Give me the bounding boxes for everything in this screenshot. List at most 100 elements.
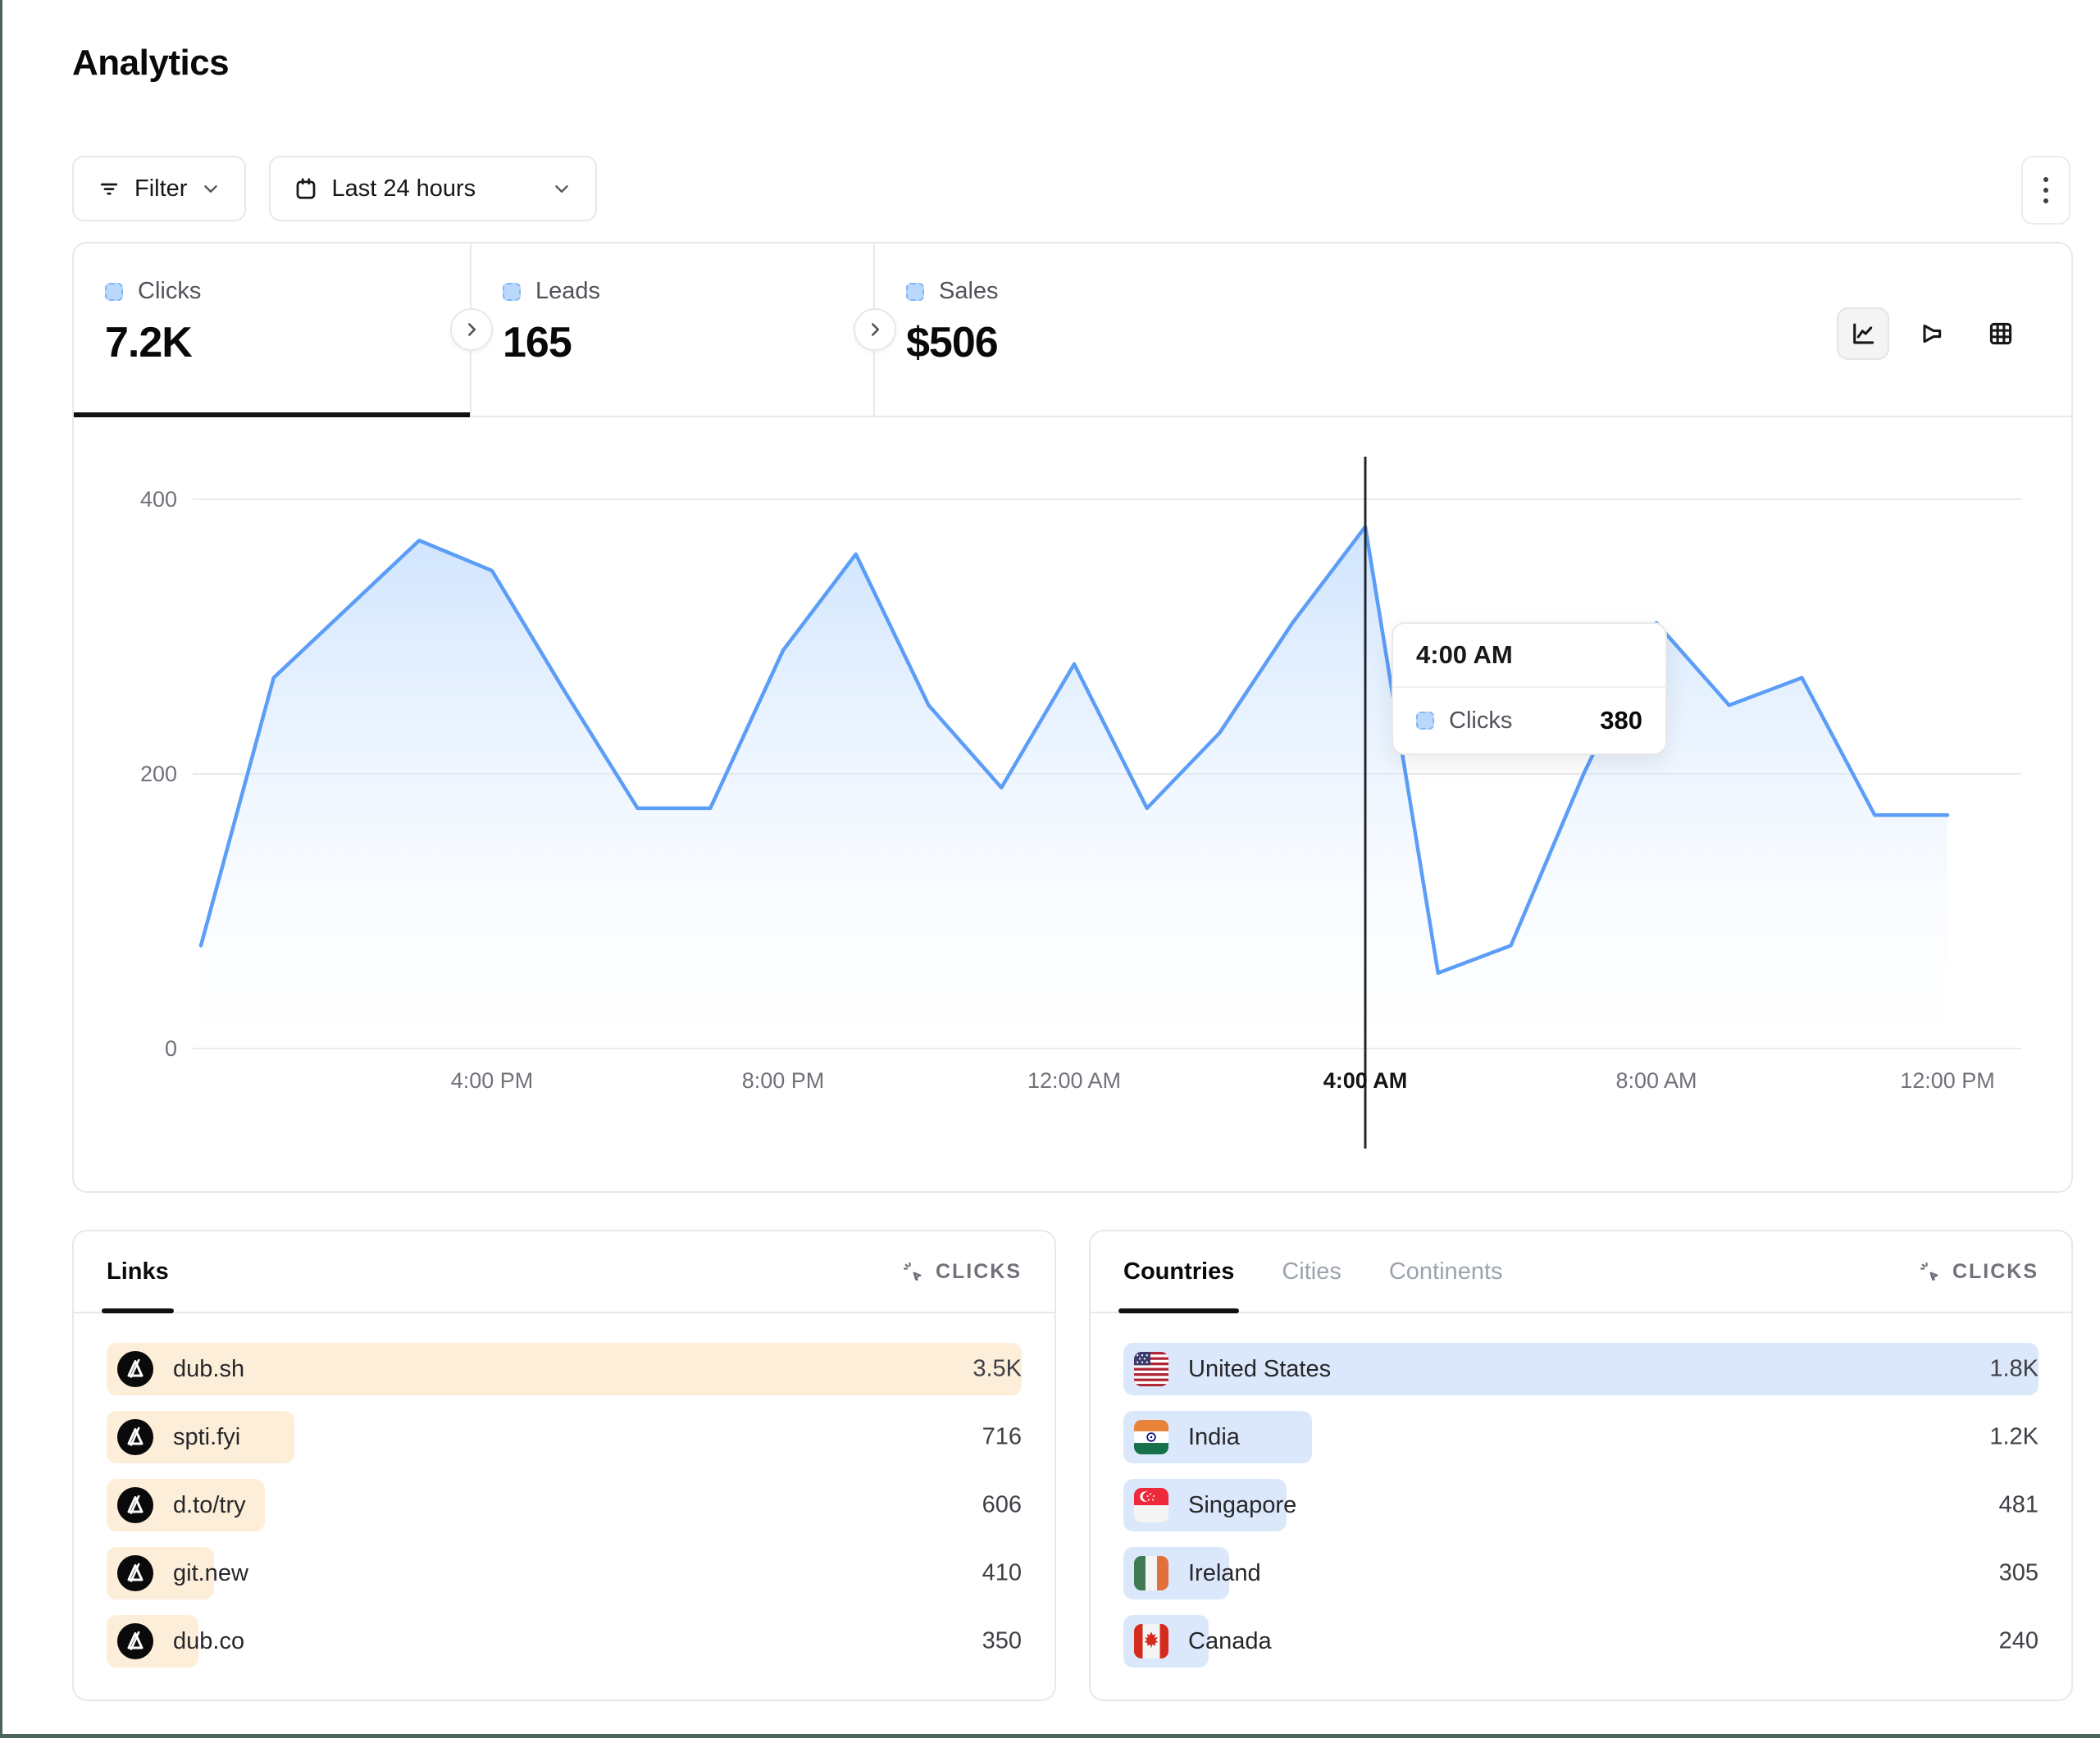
country-row[interactable]: Singapore 481 bbox=[1123, 1479, 2039, 1531]
toolbar: Filter Last 24 hours bbox=[72, 156, 2070, 225]
sales-legend-swatch bbox=[906, 282, 924, 301]
countries-metric-selector[interactable]: CLICKS bbox=[1918, 1260, 2039, 1284]
country-row[interactable]: India 1.2K bbox=[1123, 1411, 2039, 1463]
table-grid-icon bbox=[1986, 319, 2016, 348]
row-bar bbox=[1123, 1343, 2039, 1395]
clicks-area-fill bbox=[201, 526, 1947, 1049]
link-row[interactable]: spti.fyi 716 bbox=[107, 1411, 1022, 1463]
dub-logo-icon bbox=[117, 1623, 153, 1659]
page-title: Analytics bbox=[72, 43, 230, 83]
metric-label: CLICKS bbox=[935, 1259, 1022, 1283]
x-axis-label: 8:00 AM bbox=[1615, 1068, 1697, 1093]
row-label: Singapore bbox=[1188, 1491, 1297, 1518]
stat-label: Sales bbox=[939, 278, 999, 304]
next-stat-button[interactable] bbox=[450, 308, 493, 351]
links-list: dub.sh 3.5K spti.fyi 716 d.to/try 606 git.new 4… bbox=[74, 1313, 1055, 1667]
line-chart-view-button[interactable] bbox=[1837, 307, 1889, 360]
filter-icon bbox=[97, 176, 121, 201]
row-value: 481 bbox=[1998, 1491, 2039, 1518]
leads-legend-swatch bbox=[503, 282, 521, 301]
link-row[interactable]: dub.co 350 bbox=[107, 1615, 1022, 1667]
analytics-card: Clicks 7.2K Leads 165 Sales $506 bbox=[72, 242, 2073, 1193]
x-axis-label: 4:00 PM bbox=[451, 1068, 534, 1093]
row-label: d.to/try bbox=[173, 1491, 246, 1518]
row-bar bbox=[107, 1343, 1022, 1395]
row-value: 1.8K bbox=[1989, 1355, 2039, 1382]
dub-logo-icon bbox=[117, 1487, 153, 1523]
country-row[interactable]: United States 1.8K bbox=[1123, 1343, 2039, 1395]
tooltip-time: 4:00 AM bbox=[1393, 624, 1665, 688]
stat-value: 7.2K bbox=[105, 319, 193, 366]
ca-flag-icon bbox=[1134, 1624, 1168, 1658]
country-row[interactable]: Canada 240 bbox=[1123, 1615, 2039, 1667]
row-label: India bbox=[1188, 1423, 1240, 1450]
tab-clicks[interactable]: Clicks 7.2K bbox=[74, 243, 471, 417]
y-axis-label: 0 bbox=[165, 1036, 177, 1061]
row-value: 1.2K bbox=[1989, 1423, 2039, 1450]
dub-logo-icon bbox=[117, 1487, 153, 1523]
row-label: dub.co bbox=[173, 1627, 245, 1654]
clicks-area-chart[interactable]: 0 200 400 4:00 PM 8:00 PM 12:00 AM 4:00 AM 8:00… bbox=[74, 417, 2071, 1191]
row-label: Ireland bbox=[1188, 1559, 1261, 1586]
links-metric-selector[interactable]: CLICKS bbox=[901, 1260, 1022, 1284]
y-axis-label: 200 bbox=[140, 762, 177, 786]
table-view-button[interactable] bbox=[1975, 307, 2027, 360]
tooltip-series-label: Clicks bbox=[1449, 707, 1513, 734]
row-value: 240 bbox=[1998, 1627, 2039, 1654]
x-axis-label: 12:00 AM bbox=[1027, 1068, 1121, 1093]
tab-links[interactable]: Links bbox=[102, 1231, 174, 1313]
in-flag-icon bbox=[1134, 1420, 1168, 1454]
links-panel: Links CLICKS dub.sh 3.5K spti.fyi 716 d.to/t… bbox=[72, 1230, 1056, 1701]
row-value: 716 bbox=[982, 1423, 1022, 1450]
filter-button[interactable]: Filter bbox=[72, 156, 247, 221]
cursor-click-icon bbox=[1918, 1260, 1941, 1283]
next-stat-button[interactable] bbox=[854, 308, 896, 351]
ie-flag-icon bbox=[1134, 1556, 1168, 1590]
row-label: Canada bbox=[1188, 1627, 1272, 1654]
chart-view-switcher bbox=[1837, 307, 2027, 360]
us-flag-icon bbox=[1134, 1352, 1168, 1386]
sg-flag-icon bbox=[1134, 1488, 1168, 1522]
line-chart-icon bbox=[1848, 319, 1878, 348]
metric-label: CLICKS bbox=[1952, 1259, 2039, 1283]
x-axis-label: 12:00 PM bbox=[1900, 1068, 1995, 1093]
stat-value: $506 bbox=[906, 319, 999, 366]
dub-logo-icon bbox=[117, 1419, 153, 1455]
stat-label: Leads bbox=[535, 278, 601, 304]
link-row[interactable]: dub.sh 3.5K bbox=[107, 1343, 1022, 1395]
link-row[interactable]: d.to/try 606 bbox=[107, 1479, 1022, 1531]
stats-tabs: Clicks 7.2K Leads 165 Sales $506 bbox=[74, 243, 2071, 417]
dub-logo-icon bbox=[117, 1351, 153, 1387]
date-range-label: Last 24 hours bbox=[331, 175, 476, 202]
stat-label: Clicks bbox=[138, 278, 202, 304]
x-axis-label: 4:00 AM bbox=[1323, 1068, 1408, 1093]
funnel-icon bbox=[1917, 319, 1947, 348]
row-label: dub.sh bbox=[173, 1355, 245, 1382]
tab-continents[interactable]: Continents bbox=[1388, 1258, 1503, 1285]
tab-leads[interactable]: Leads 165 bbox=[471, 243, 875, 416]
dub-logo-icon bbox=[117, 1555, 153, 1591]
tooltip-value: 380 bbox=[1600, 706, 1642, 735]
chevron-down-icon bbox=[200, 178, 221, 199]
links-panel-header: Links CLICKS bbox=[74, 1231, 1055, 1313]
link-row[interactable]: git.new 410 bbox=[107, 1547, 1022, 1599]
row-value: 3.5K bbox=[973, 1355, 1022, 1382]
funnel-view-button[interactable] bbox=[1906, 307, 1958, 360]
countries-panel-header: Countries Cities Continents CLICKS bbox=[1091, 1231, 2071, 1313]
more-options-button[interactable] bbox=[2021, 156, 2070, 225]
x-axis-label: 8:00 PM bbox=[742, 1068, 825, 1093]
tab-sales[interactable]: Sales $506 bbox=[875, 243, 2071, 416]
tab-cities[interactable]: Cities bbox=[1282, 1258, 1342, 1285]
row-label: git.new bbox=[173, 1559, 248, 1586]
chart-region: 0 200 400 4:00 PM 8:00 PM 12:00 AM 4:00 AM 8:00… bbox=[74, 417, 2071, 1191]
date-range-button[interactable]: Last 24 hours bbox=[269, 156, 598, 221]
cursor-click-icon bbox=[901, 1260, 924, 1283]
clicks-legend-swatch bbox=[1416, 712, 1434, 730]
tab-countries[interactable]: Countries bbox=[1118, 1231, 1240, 1313]
countries-panel: Countries Cities Continents CLICKS Unite… bbox=[1089, 1230, 2073, 1701]
row-value: 350 bbox=[982, 1627, 1022, 1654]
dub-logo-icon bbox=[117, 1419, 153, 1455]
country-row[interactable]: Ireland 305 bbox=[1123, 1547, 2039, 1599]
countries-list: United States 1.8K India 1.2K Singapore 481 Ir… bbox=[1091, 1313, 2071, 1667]
